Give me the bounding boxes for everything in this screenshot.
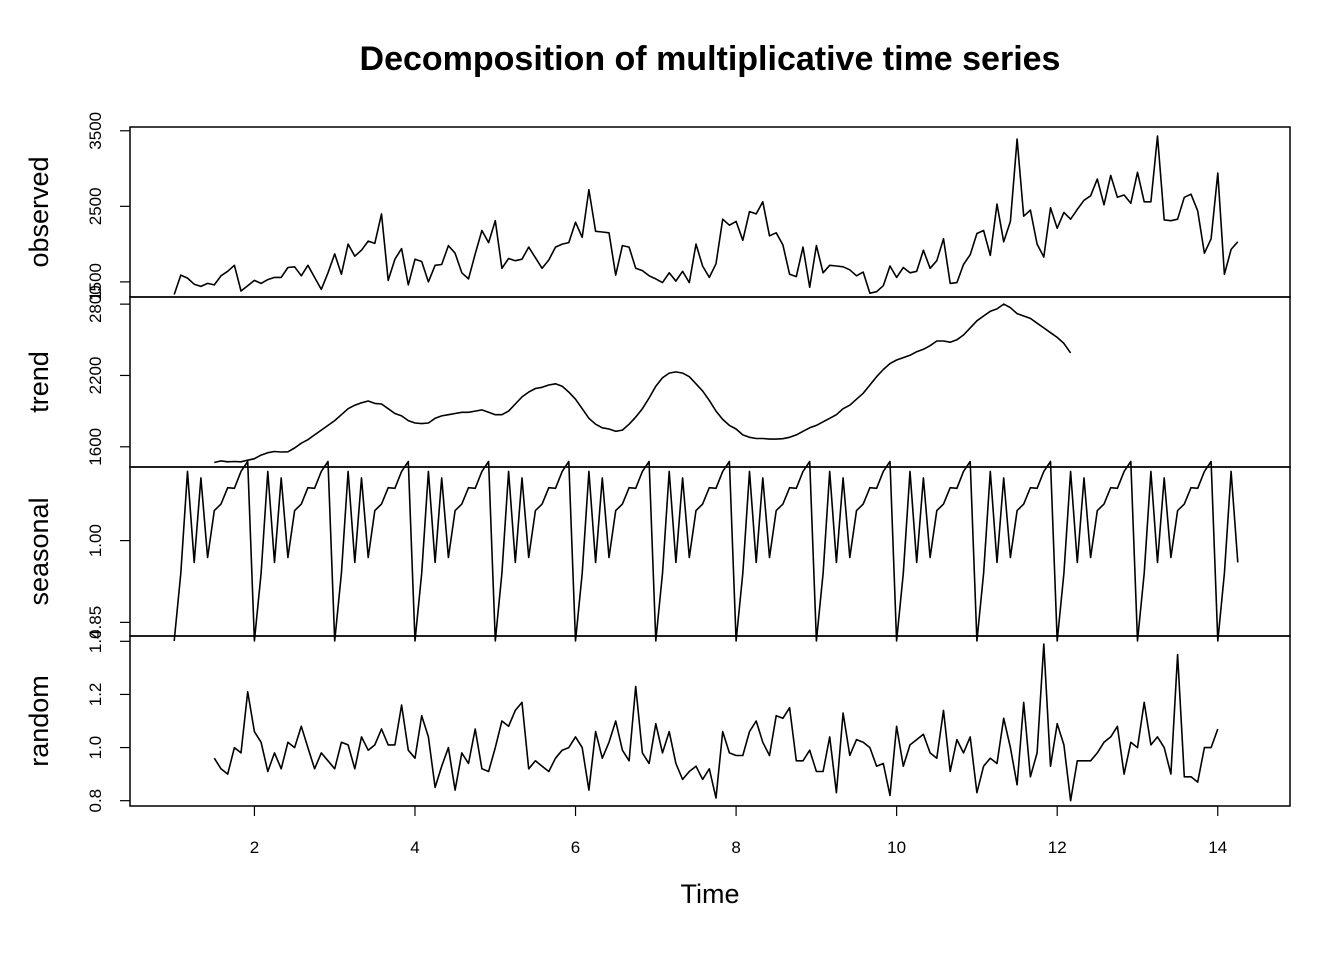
chart-title: Decomposition of multiplicative time ser… xyxy=(360,40,1061,78)
seasonal-panel-label: seasonal xyxy=(24,497,54,605)
random-panel-label: random xyxy=(24,675,54,767)
panel-trend: 1600 2200 2800 trend xyxy=(24,285,1291,468)
seasonal-ytick-label: 0.85 xyxy=(86,606,105,639)
observed-ytick-label: 3500 xyxy=(86,112,105,150)
panel-random: 0.8 1.0 1.2 1.4 random xyxy=(24,629,1291,813)
random-ytick-label: 0.8 xyxy=(86,789,105,813)
random-ytick-label: 1.0 xyxy=(86,736,105,760)
trend-panel-label: trend xyxy=(24,351,54,413)
observed-series-line xyxy=(173,135,1239,295)
x-tick-label: 14 xyxy=(1208,838,1227,857)
x-axis: 2 4 6 8 10 12 14 xyxy=(250,805,1227,857)
trend-ytick-label: 2800 xyxy=(86,285,105,323)
seasonal-ytick-label: 1.00 xyxy=(86,524,105,557)
observed-ytick-label: 2500 xyxy=(86,187,105,225)
seasonal-frame xyxy=(129,466,1291,637)
panel-observed: 1500 2500 3500 observed xyxy=(24,112,1291,301)
trend-ytick-label: 2200 xyxy=(86,357,105,395)
x-tick-label: 10 xyxy=(887,838,906,857)
panel-seasonal: 0.85 1.00 seasonal xyxy=(24,460,1291,642)
trend-series-line xyxy=(214,303,1072,464)
x-tick-label: 4 xyxy=(410,838,419,857)
x-axis-label: Time xyxy=(681,879,740,909)
x-tick-label: 2 xyxy=(250,838,259,857)
x-tick-label: 12 xyxy=(1048,838,1067,857)
random-ytick-label: 1.4 xyxy=(86,629,105,653)
seasonal-series-line xyxy=(173,460,1239,642)
trend-ytick-label: 1600 xyxy=(86,428,105,466)
random-frame xyxy=(129,635,1291,807)
x-tick-label: 6 xyxy=(571,838,580,857)
panels: 1500 2500 3500 observed 1600 2200 2800 trend 0.8… xyxy=(24,112,1291,813)
observed-panel-label: observed xyxy=(24,156,54,267)
random-ytick-label: 1.2 xyxy=(86,683,105,707)
random-series-line xyxy=(213,643,1219,802)
x-tick-label: 8 xyxy=(731,838,740,857)
observed-ytick-label: 1500 xyxy=(86,263,105,301)
